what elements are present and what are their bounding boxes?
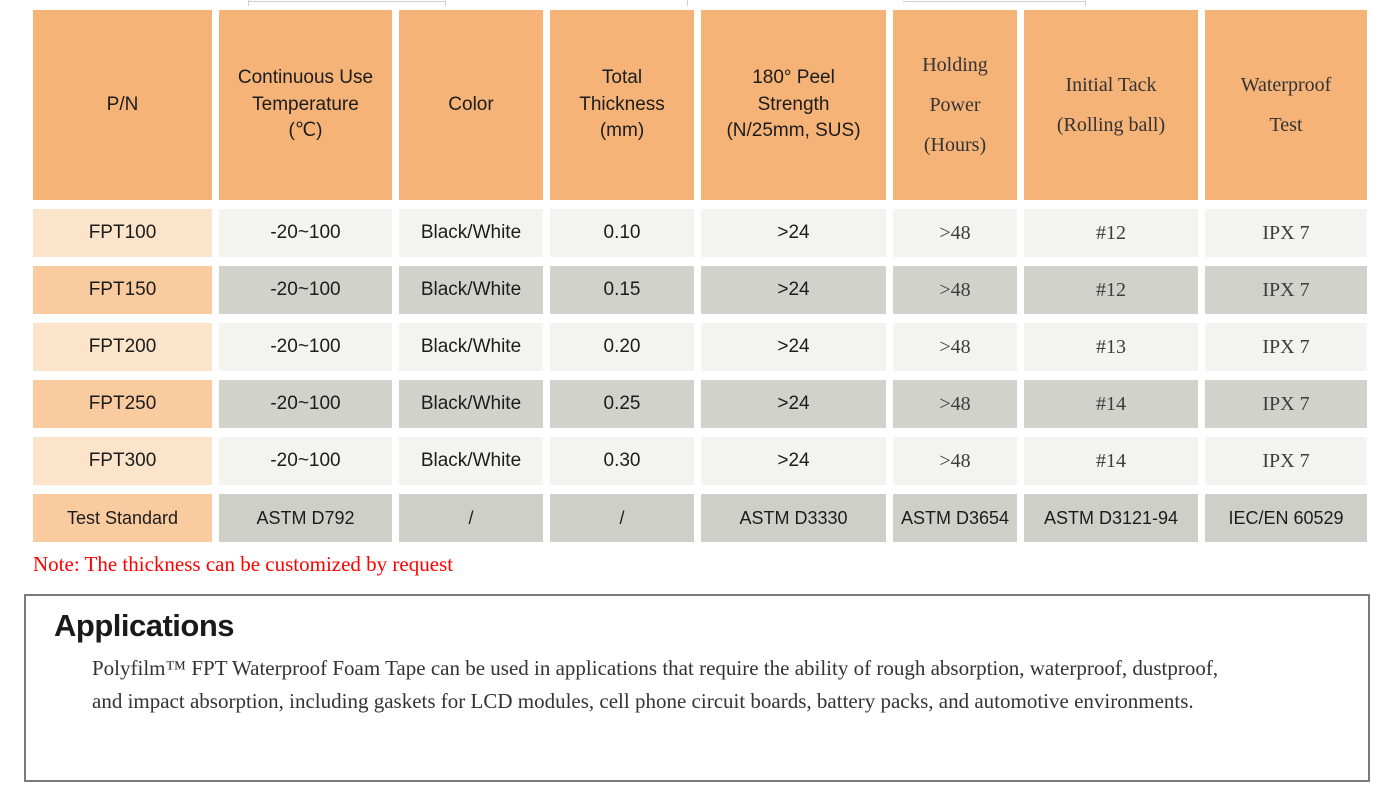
- cell-pn-row2: FPT200: [33, 323, 212, 371]
- top-artifact-line: [903, 1, 1085, 2]
- cell-initial-tack-row2: #13: [1024, 323, 1198, 371]
- cell-thickness-row4: 0.30: [550, 437, 694, 485]
- top-artifact-line: [249, 1, 445, 2]
- cell-peel-strength-row3: >24: [701, 380, 886, 428]
- header-peel-strength: 180° Peel Strength (N/25mm, SUS): [701, 10, 886, 200]
- cell-initial-tack-row3: #14: [1024, 380, 1198, 428]
- top-artifact-tick: [445, 0, 446, 6]
- header-pn: P/N: [33, 10, 212, 200]
- header-initial-tack: Initial Tack (Rolling ball): [1024, 10, 1198, 200]
- cell-waterproof-test-row3: IPX 7: [1205, 380, 1367, 428]
- cell-temperature-row2: -20~100: [219, 323, 392, 371]
- cell-peel-strength-row0: >24: [701, 209, 886, 257]
- cell-temperature-row0: -20~100: [219, 209, 392, 257]
- cell-initial-tack-row5: ASTM D3121-94: [1024, 494, 1198, 542]
- cell-peel-strength-row2: >24: [701, 323, 886, 371]
- header-waterproof-test: Waterproof Test: [1205, 10, 1367, 200]
- cell-holding-power-row2: >48: [893, 323, 1017, 371]
- cell-temperature-row5: ASTM D792: [219, 494, 392, 542]
- cell-waterproof-test-row1: IPX 7: [1205, 266, 1367, 314]
- note-text: Note: The thickness can be customized by…: [33, 552, 454, 576]
- cell-temperature-row4: -20~100: [219, 437, 392, 485]
- header-thickness: Total Thickness (mm): [550, 10, 694, 200]
- top-artifact-tick: [248, 0, 249, 6]
- cell-pn-row5: Test Standard: [33, 494, 212, 542]
- cell-thickness-row3: 0.25: [550, 380, 694, 428]
- cell-holding-power-row3: >48: [893, 380, 1017, 428]
- cell-temperature-row3: -20~100: [219, 380, 392, 428]
- cell-initial-tack-row1: #12: [1024, 266, 1198, 314]
- header-temperature: Continuous Use Temperature (℃): [219, 10, 392, 200]
- cell-pn-row0: FPT100: [33, 209, 212, 257]
- cell-holding-power-row4: >48: [893, 437, 1017, 485]
- cell-waterproof-test-row4: IPX 7: [1205, 437, 1367, 485]
- cell-pn-row4: FPT300: [33, 437, 212, 485]
- cell-peel-strength-row1: >24: [701, 266, 886, 314]
- cell-waterproof-test-row0: IPX 7: [1205, 209, 1367, 257]
- cell-color-row1: Black/White: [399, 266, 543, 314]
- cell-thickness-row5: /: [550, 494, 694, 542]
- cell-color-row4: Black/White: [399, 437, 543, 485]
- spec-table: P/N Continuous Use Temperature (℃) Color To…: [33, 10, 1367, 542]
- cell-temperature-row1: -20~100: [219, 266, 392, 314]
- top-artifact-tick: [1085, 0, 1086, 6]
- applications-title: Applications: [54, 608, 235, 643]
- cell-thickness-row2: 0.20: [550, 323, 694, 371]
- cell-peel-strength-row5: ASTM D3330: [701, 494, 886, 542]
- cell-color-row2: Black/White: [399, 323, 543, 371]
- applications-body: Polyfilm™ FPT Waterproof Foam Tape can b…: [92, 656, 1219, 713]
- cell-color-row3: Black/White: [399, 380, 543, 428]
- top-artifact-tick: [687, 0, 688, 6]
- applications-box: Applications Polyfilm™ FPT Waterproof Fo…: [24, 594, 1370, 782]
- cell-initial-tack-row0: #12: [1024, 209, 1198, 257]
- cell-initial-tack-row4: #14: [1024, 437, 1198, 485]
- cell-color-row0: Black/White: [399, 209, 543, 257]
- cell-peel-strength-row4: >24: [701, 437, 886, 485]
- cell-color-row5: /: [399, 494, 543, 542]
- header-color: Color: [399, 10, 543, 200]
- cell-holding-power-row5: ASTM D3654: [893, 494, 1017, 542]
- cell-thickness-row0: 0.10: [550, 209, 694, 257]
- cell-holding-power-row1: >48: [893, 266, 1017, 314]
- cell-waterproof-test-row5: IEC/EN 60529: [1205, 494, 1367, 542]
- cell-holding-power-row0: >48: [893, 209, 1017, 257]
- cell-waterproof-test-row2: IPX 7: [1205, 323, 1367, 371]
- header-holding-power: Holding Power (Hours): [893, 10, 1017, 200]
- cell-pn-row3: FPT250: [33, 380, 212, 428]
- cell-thickness-row1: 0.15: [550, 266, 694, 314]
- cell-pn-row1: FPT150: [33, 266, 212, 314]
